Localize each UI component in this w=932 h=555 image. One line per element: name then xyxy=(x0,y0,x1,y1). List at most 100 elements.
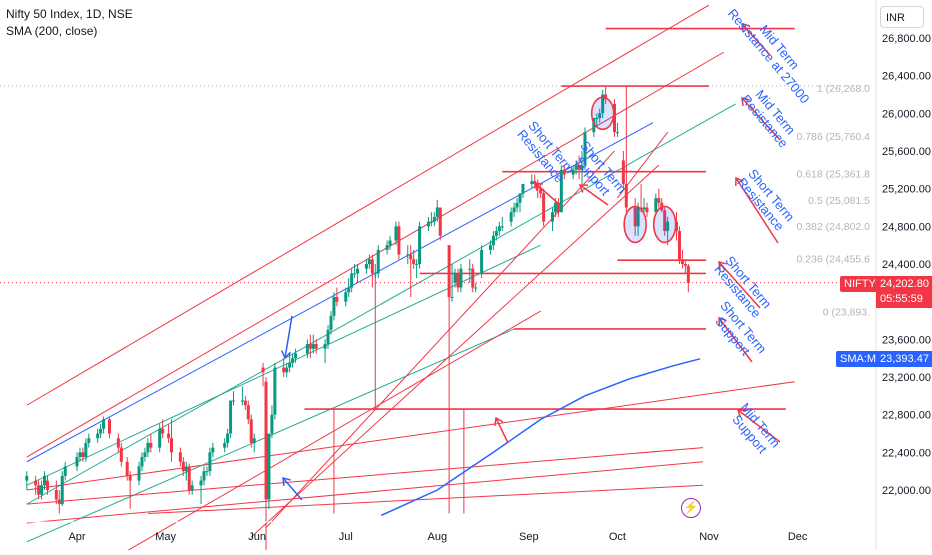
arrow-mid-term-resistance-27000-head xyxy=(741,23,750,33)
y-tick-label: 24,800.00 xyxy=(882,221,931,233)
candle-body xyxy=(78,452,82,458)
candle-body xyxy=(102,419,106,429)
candle-body xyxy=(208,452,212,472)
symbol-title[interactable]: Nifty 50 Index, 1D, NSE xyxy=(6,7,133,21)
y-tick-label: 26,800.00 xyxy=(882,33,931,45)
candle-body xyxy=(432,216,436,222)
y-tick-label: 22,400.00 xyxy=(882,447,931,459)
candle-body xyxy=(57,499,61,505)
candle-body xyxy=(595,118,599,120)
y-tick-label: 23,600.00 xyxy=(882,334,931,346)
candle-body xyxy=(418,226,422,264)
arrow-mid-term-resistance xyxy=(741,97,781,141)
candle-body xyxy=(252,438,256,443)
arrow-short-term-support-left-head xyxy=(578,184,589,193)
symbol-tag-label: NIFTY xyxy=(844,278,876,290)
x-tick-label: Dec xyxy=(788,531,808,543)
sma-line-layer xyxy=(380,358,701,517)
y-tick-label: 25,600.00 xyxy=(882,146,931,158)
candle-body xyxy=(107,419,111,434)
candle-body xyxy=(158,428,162,448)
candle-body xyxy=(459,268,463,288)
circle-marker xyxy=(590,96,615,131)
x-tick-label: Oct xyxy=(609,531,626,543)
candle-body xyxy=(509,212,513,222)
fibonacci-retracement: 1 (26,268.0 0.786 (25,760.4 0.618 (25,361.… xyxy=(796,83,870,319)
y-tick-label: 24,400.00 xyxy=(882,259,931,271)
candle-body xyxy=(243,400,247,406)
candle-body xyxy=(512,207,516,213)
candle-body xyxy=(553,202,557,213)
arrow-short-term-support-head xyxy=(718,316,727,327)
arrow-short-term-resistance-left-head xyxy=(534,182,544,191)
currency-button[interactable]: INR xyxy=(880,6,924,28)
candle-body xyxy=(577,165,581,170)
candle-body xyxy=(409,254,413,260)
trendline-red-steep3 xyxy=(118,310,541,555)
trendline-red-flat4 xyxy=(147,484,704,515)
candle-body xyxy=(181,461,185,472)
candle-body xyxy=(223,442,227,448)
candlestick-series xyxy=(25,86,690,555)
candle-body xyxy=(583,132,587,166)
sma-tag-label: SMA:MA xyxy=(836,351,888,367)
arrow-mid-term-resistance-27000 xyxy=(741,23,771,56)
candle-body xyxy=(530,181,534,184)
candle-body xyxy=(539,188,543,194)
candle-body xyxy=(116,438,120,448)
price-axis: 22,000.00 22,400.00 22,800.00 23,200.00 23,6… xyxy=(875,0,932,550)
candle-body xyxy=(170,438,174,453)
candle-body xyxy=(187,466,191,490)
x-tick-label: Nov xyxy=(699,531,719,543)
candle-body xyxy=(480,249,484,274)
candle-body xyxy=(447,245,451,297)
candle-body xyxy=(574,165,578,170)
arrow-up-small-head xyxy=(494,416,504,427)
arrow-up-small xyxy=(495,417,509,444)
candle-body xyxy=(178,452,182,462)
candle-body xyxy=(344,292,348,302)
candle-body xyxy=(394,226,398,241)
price-axis-bg xyxy=(876,0,932,550)
arrow-mid-term-support xyxy=(737,409,781,443)
x-tick-label: Apr xyxy=(68,531,85,543)
candle-body xyxy=(388,240,392,246)
candle-body xyxy=(81,452,85,458)
bar-countdown: 05:55:59 xyxy=(880,293,923,305)
arrow-blue-low xyxy=(282,477,303,501)
candle-body xyxy=(240,400,244,402)
candle-body xyxy=(438,207,442,236)
arrow-blue-mid-head xyxy=(280,350,292,360)
candle-body xyxy=(43,475,47,486)
candle-body xyxy=(356,268,360,274)
candle-body xyxy=(270,414,274,434)
candle-body xyxy=(373,273,377,275)
candle-body xyxy=(119,447,123,462)
candle-body xyxy=(125,461,129,476)
candle-body xyxy=(305,344,309,354)
annotation-text: Mid TermResistance at 27000 xyxy=(725,0,823,106)
candle-body xyxy=(468,268,472,270)
indicator-title[interactable]: SMA (200, close) xyxy=(6,24,98,38)
candle-body xyxy=(37,485,41,495)
chart-legend: Nifty 50 Index, 1D, NSE SMA (200, close) xyxy=(6,6,133,40)
annotation-text: Short TermResistance xyxy=(514,118,578,186)
fib-level-label: 0.618 (25,361.8 xyxy=(796,168,870,180)
candle-body xyxy=(494,231,498,236)
marker-layer xyxy=(590,96,677,244)
last-price-value: 24,202.80 xyxy=(880,278,929,290)
candle-body xyxy=(367,259,371,264)
alert-icon[interactable]: ⚡ xyxy=(681,498,701,518)
candle-body xyxy=(364,264,368,269)
candle-body xyxy=(99,428,103,434)
candle-body xyxy=(226,433,230,443)
circle-marker xyxy=(623,205,647,244)
fib-level-label: 1 (26,268.0 xyxy=(817,83,870,95)
trendline-blue xyxy=(26,122,654,463)
candle-body xyxy=(497,226,501,232)
arrow-short-term-resistance-left xyxy=(534,182,561,206)
horizontal-levels xyxy=(0,27,870,410)
candle-body xyxy=(615,132,619,134)
